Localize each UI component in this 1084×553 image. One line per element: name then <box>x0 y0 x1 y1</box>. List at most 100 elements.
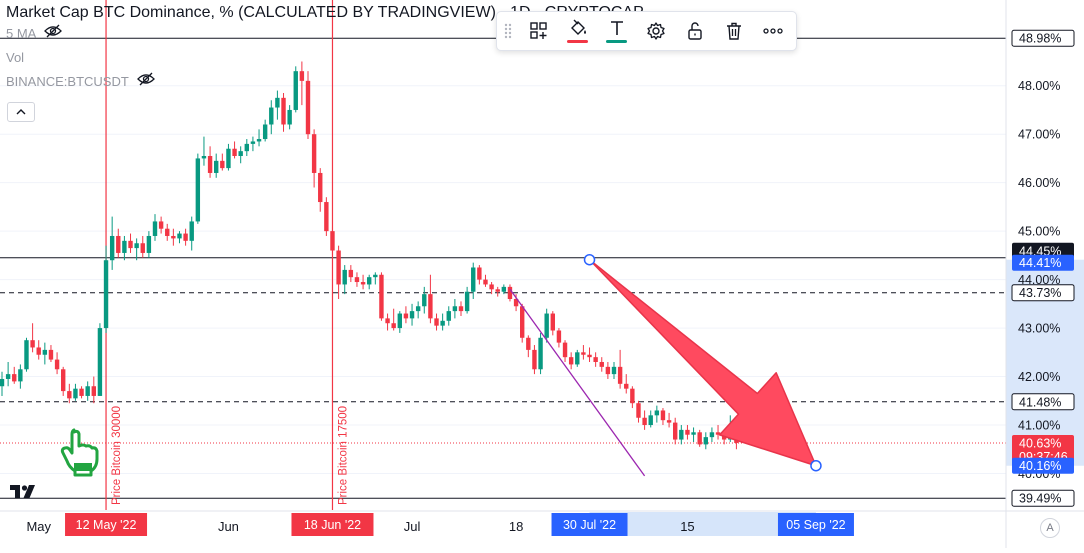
candle[interactable] <box>201 136 207 166</box>
candle[interactable] <box>660 408 666 426</box>
candle[interactable] <box>30 323 35 353</box>
candle[interactable] <box>428 274 433 324</box>
candle[interactable] <box>532 345 537 375</box>
candle[interactable] <box>250 136 256 152</box>
candle[interactable] <box>434 313 439 331</box>
arrow-end-handle[interactable] <box>810 459 822 472</box>
candle[interactable] <box>158 216 164 234</box>
candle[interactable] <box>440 313 445 331</box>
candle[interactable] <box>477 265 482 285</box>
candle[interactable] <box>324 197 329 236</box>
candle[interactable] <box>311 129 317 188</box>
candle[interactable] <box>61 366 66 396</box>
drawing-toolbar[interactable] <box>496 11 797 51</box>
tradingview-logo[interactable] <box>10 482 36 500</box>
candle[interactable] <box>471 262 476 299</box>
candle[interactable] <box>544 308 549 343</box>
candle[interactable] <box>24 337 29 372</box>
candle[interactable] <box>373 272 378 285</box>
candle[interactable] <box>165 223 170 241</box>
candle[interactable] <box>220 153 225 171</box>
candle[interactable] <box>624 374 629 394</box>
candle[interactable] <box>5 362 11 387</box>
candle[interactable] <box>593 352 598 367</box>
candle[interactable] <box>697 429 702 447</box>
candle[interactable] <box>581 345 586 360</box>
indicator-vol[interactable]: Vol <box>6 46 644 70</box>
eye-hidden-icon[interactable] <box>136 70 155 94</box>
candle[interactable] <box>354 272 360 287</box>
auto-scale-button[interactable]: A <box>1040 518 1060 538</box>
candle[interactable] <box>391 308 396 331</box>
eye-hidden-icon[interactable] <box>44 22 63 46</box>
candle[interactable] <box>238 146 243 164</box>
candle[interactable] <box>226 143 231 171</box>
candle[interactable] <box>501 284 507 295</box>
candle[interactable] <box>360 274 366 290</box>
price-label[interactable]: 43.73% <box>1011 284 1075 302</box>
delete-button[interactable] <box>714 12 753 50</box>
candle[interactable] <box>458 301 464 316</box>
price-label[interactable]: 39.49% <box>1011 489 1075 507</box>
candle[interactable] <box>214 153 219 178</box>
lock-button[interactable] <box>675 12 714 50</box>
candle[interactable] <box>587 347 592 363</box>
candle[interactable] <box>367 274 372 290</box>
candle[interactable] <box>556 328 562 348</box>
candle[interactable] <box>415 301 421 319</box>
candle[interactable] <box>538 332 543 375</box>
legend-collapse-button[interactable] <box>7 102 35 122</box>
candle[interactable] <box>73 383 78 401</box>
candle[interactable] <box>116 228 121 258</box>
candle[interactable] <box>256 129 262 147</box>
more-button[interactable] <box>753 12 792 50</box>
candle[interactable] <box>642 410 647 430</box>
drag-handle-icon[interactable] <box>497 12 519 50</box>
candle[interactable] <box>293 66 298 113</box>
candle[interactable] <box>152 214 158 241</box>
candle[interactable] <box>183 228 188 246</box>
candle[interactable] <box>146 231 152 258</box>
candle[interactable] <box>385 313 390 331</box>
candle[interactable] <box>97 323 103 396</box>
candle[interactable] <box>562 340 568 363</box>
candle[interactable] <box>54 352 60 375</box>
candle[interactable] <box>134 238 139 261</box>
candle[interactable] <box>318 168 323 212</box>
candle[interactable] <box>648 410 653 428</box>
price-label[interactable]: 48.98% <box>1011 29 1075 47</box>
candle[interactable] <box>275 90 280 120</box>
candle[interactable] <box>636 400 641 423</box>
candle[interactable] <box>67 383 72 404</box>
candle[interactable] <box>605 362 611 379</box>
candle[interactable] <box>0 371 5 396</box>
candle[interactable] <box>575 349 580 367</box>
candle[interactable] <box>189 216 194 251</box>
candle[interactable] <box>422 286 427 314</box>
candle[interactable] <box>103 245 109 333</box>
candle[interactable] <box>12 366 17 384</box>
candle[interactable] <box>483 274 488 287</box>
candle[interactable] <box>397 311 402 333</box>
candle[interactable] <box>709 427 715 442</box>
candle[interactable] <box>409 303 415 326</box>
candle[interactable] <box>287 105 292 130</box>
candle[interactable] <box>336 245 341 299</box>
candle[interactable] <box>207 146 213 178</box>
candle[interactable] <box>617 349 623 389</box>
candle[interactable] <box>79 386 84 399</box>
candle[interactable] <box>177 231 182 244</box>
price-label[interactable]: 40.16% <box>1012 457 1074 474</box>
candle[interactable] <box>520 303 525 343</box>
candle[interactable] <box>679 425 684 445</box>
candle[interactable] <box>403 306 409 324</box>
candle[interactable] <box>464 286 470 314</box>
price-label[interactable]: 41.48% <box>1011 393 1075 411</box>
text-color-button[interactable] <box>597 12 636 50</box>
candle[interactable] <box>232 141 237 159</box>
candle[interactable] <box>244 139 249 157</box>
candle[interactable] <box>122 235 127 261</box>
candle[interactable] <box>611 362 617 379</box>
indicator-ma[interactable]: 5 MA <box>6 22 644 46</box>
